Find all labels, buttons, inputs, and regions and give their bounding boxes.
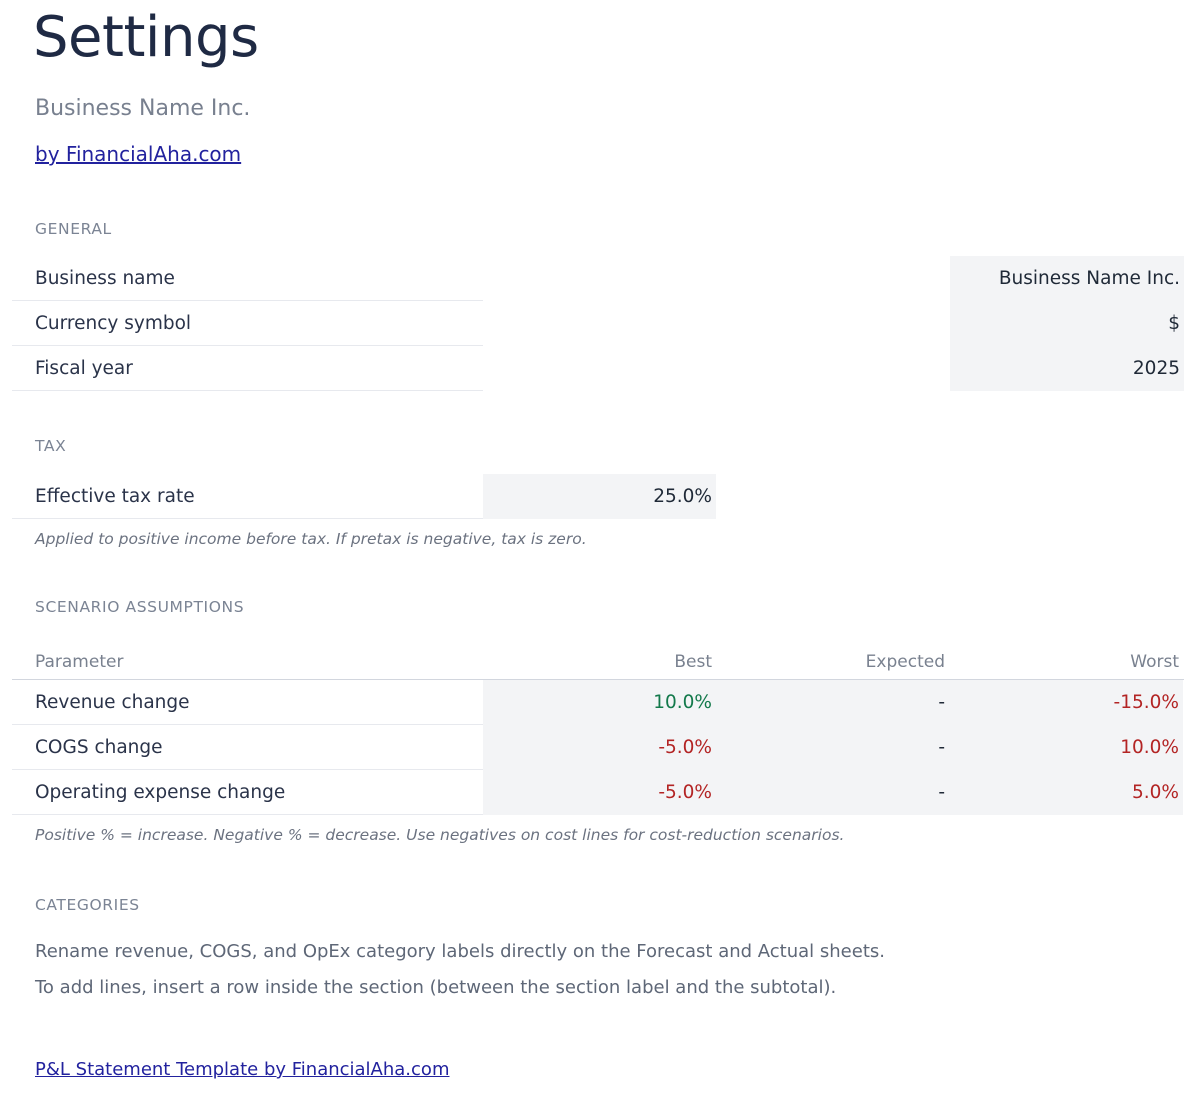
column-header-expected: Expected — [865, 651, 945, 672]
tax-row-label-effective-tax-rate: Effective tax rate — [12, 474, 483, 519]
tax-heading: TAX — [35, 437, 67, 455]
general-row-label-currency-symbol: Currency symbol — [12, 301, 483, 346]
general-row-label-business-name: Business name — [12, 256, 483, 301]
operating-expense-change-best-cell[interactable]: -5.0% — [483, 770, 716, 815]
scenario-table: Revenue change 10.0% - -15.0% COGS chang… — [12, 680, 1184, 815]
scenario-note: Positive % = increase. Negative % = decr… — [35, 826, 845, 844]
tax-table: Effective tax rate 25.0% — [12, 474, 1184, 519]
cogs-change-best-cell[interactable]: -5.0% — [483, 725, 716, 770]
general-row-spacer — [483, 256, 950, 301]
business-name-subtitle: Business Name Inc. — [35, 96, 251, 121]
scenario-table-header: Parameter Best Expected Worst — [12, 644, 1184, 680]
general-row-spacer — [483, 301, 950, 346]
fiscal-year-cell[interactable]: 2025 — [950, 346, 1184, 391]
business-name-cell[interactable]: Business Name Inc. — [950, 256, 1184, 301]
tax-note: Applied to positive income before tax. I… — [35, 530, 587, 548]
scenario-row-label-operating-expense-change: Operating expense change — [12, 770, 483, 815]
column-header-parameter: Parameter — [35, 651, 124, 672]
scenario-assumptions-section: SCENARIO ASSUMPTIONS Parameter Best Expe… — [12, 598, 1184, 844]
scenario-row-label-cogs-change: COGS change — [12, 725, 483, 770]
revenue-change-best-cell[interactable]: 10.0% — [483, 680, 716, 725]
cogs-change-expected-cell[interactable]: - — [716, 725, 949, 770]
scenario-heading: SCENARIO ASSUMPTIONS — [35, 598, 245, 616]
byline-link[interactable]: by FinancialAha.com — [35, 142, 242, 166]
column-header-worst: Worst — [1130, 651, 1179, 672]
categories-section: CATEGORIES Rename revenue, COGS, and OpE… — [12, 896, 1184, 1000]
general-table: Business name Business Name Inc. Currenc… — [12, 256, 1184, 391]
currency-symbol-cell[interactable]: $ — [950, 301, 1184, 346]
operating-expense-change-expected-cell[interactable]: - — [716, 770, 949, 815]
revenue-change-expected-cell[interactable]: - — [716, 680, 949, 725]
general-heading: GENERAL — [35, 220, 112, 238]
scenario-row-label-revenue-change: Revenue change — [12, 680, 483, 725]
cogs-change-worst-cell[interactable]: 10.0% — [949, 725, 1183, 770]
operating-expense-change-worst-cell[interactable]: 5.0% — [949, 770, 1183, 815]
footer: P&L Statement Template by FinancialAha.c… — [35, 1058, 1200, 1082]
general-section: GENERAL Business name Business Name Inc.… — [12, 220, 1184, 391]
categories-instruction-rename: Rename revenue, COGS, and OpEx category … — [35, 941, 885, 962]
tax-section: TAX Effective tax rate 25.0% Applied to … — [12, 437, 1184, 548]
column-header-best: Best — [674, 651, 712, 672]
categories-instruction-add-lines: To add lines, insert a row inside the se… — [35, 977, 837, 998]
general-row-spacer — [483, 346, 950, 391]
effective-tax-rate-cell[interactable]: 25.0% — [483, 474, 716, 519]
footer-template-link[interactable]: P&L Statement Template by FinancialAha.c… — [35, 1059, 450, 1080]
categories-heading: CATEGORIES — [35, 896, 140, 914]
general-row-label-fiscal-year: Fiscal year — [12, 346, 483, 391]
byline: by FinancialAha.com — [35, 143, 1200, 165]
page-title: Settings — [33, 5, 259, 70]
revenue-change-worst-cell[interactable]: -15.0% — [949, 680, 1183, 725]
